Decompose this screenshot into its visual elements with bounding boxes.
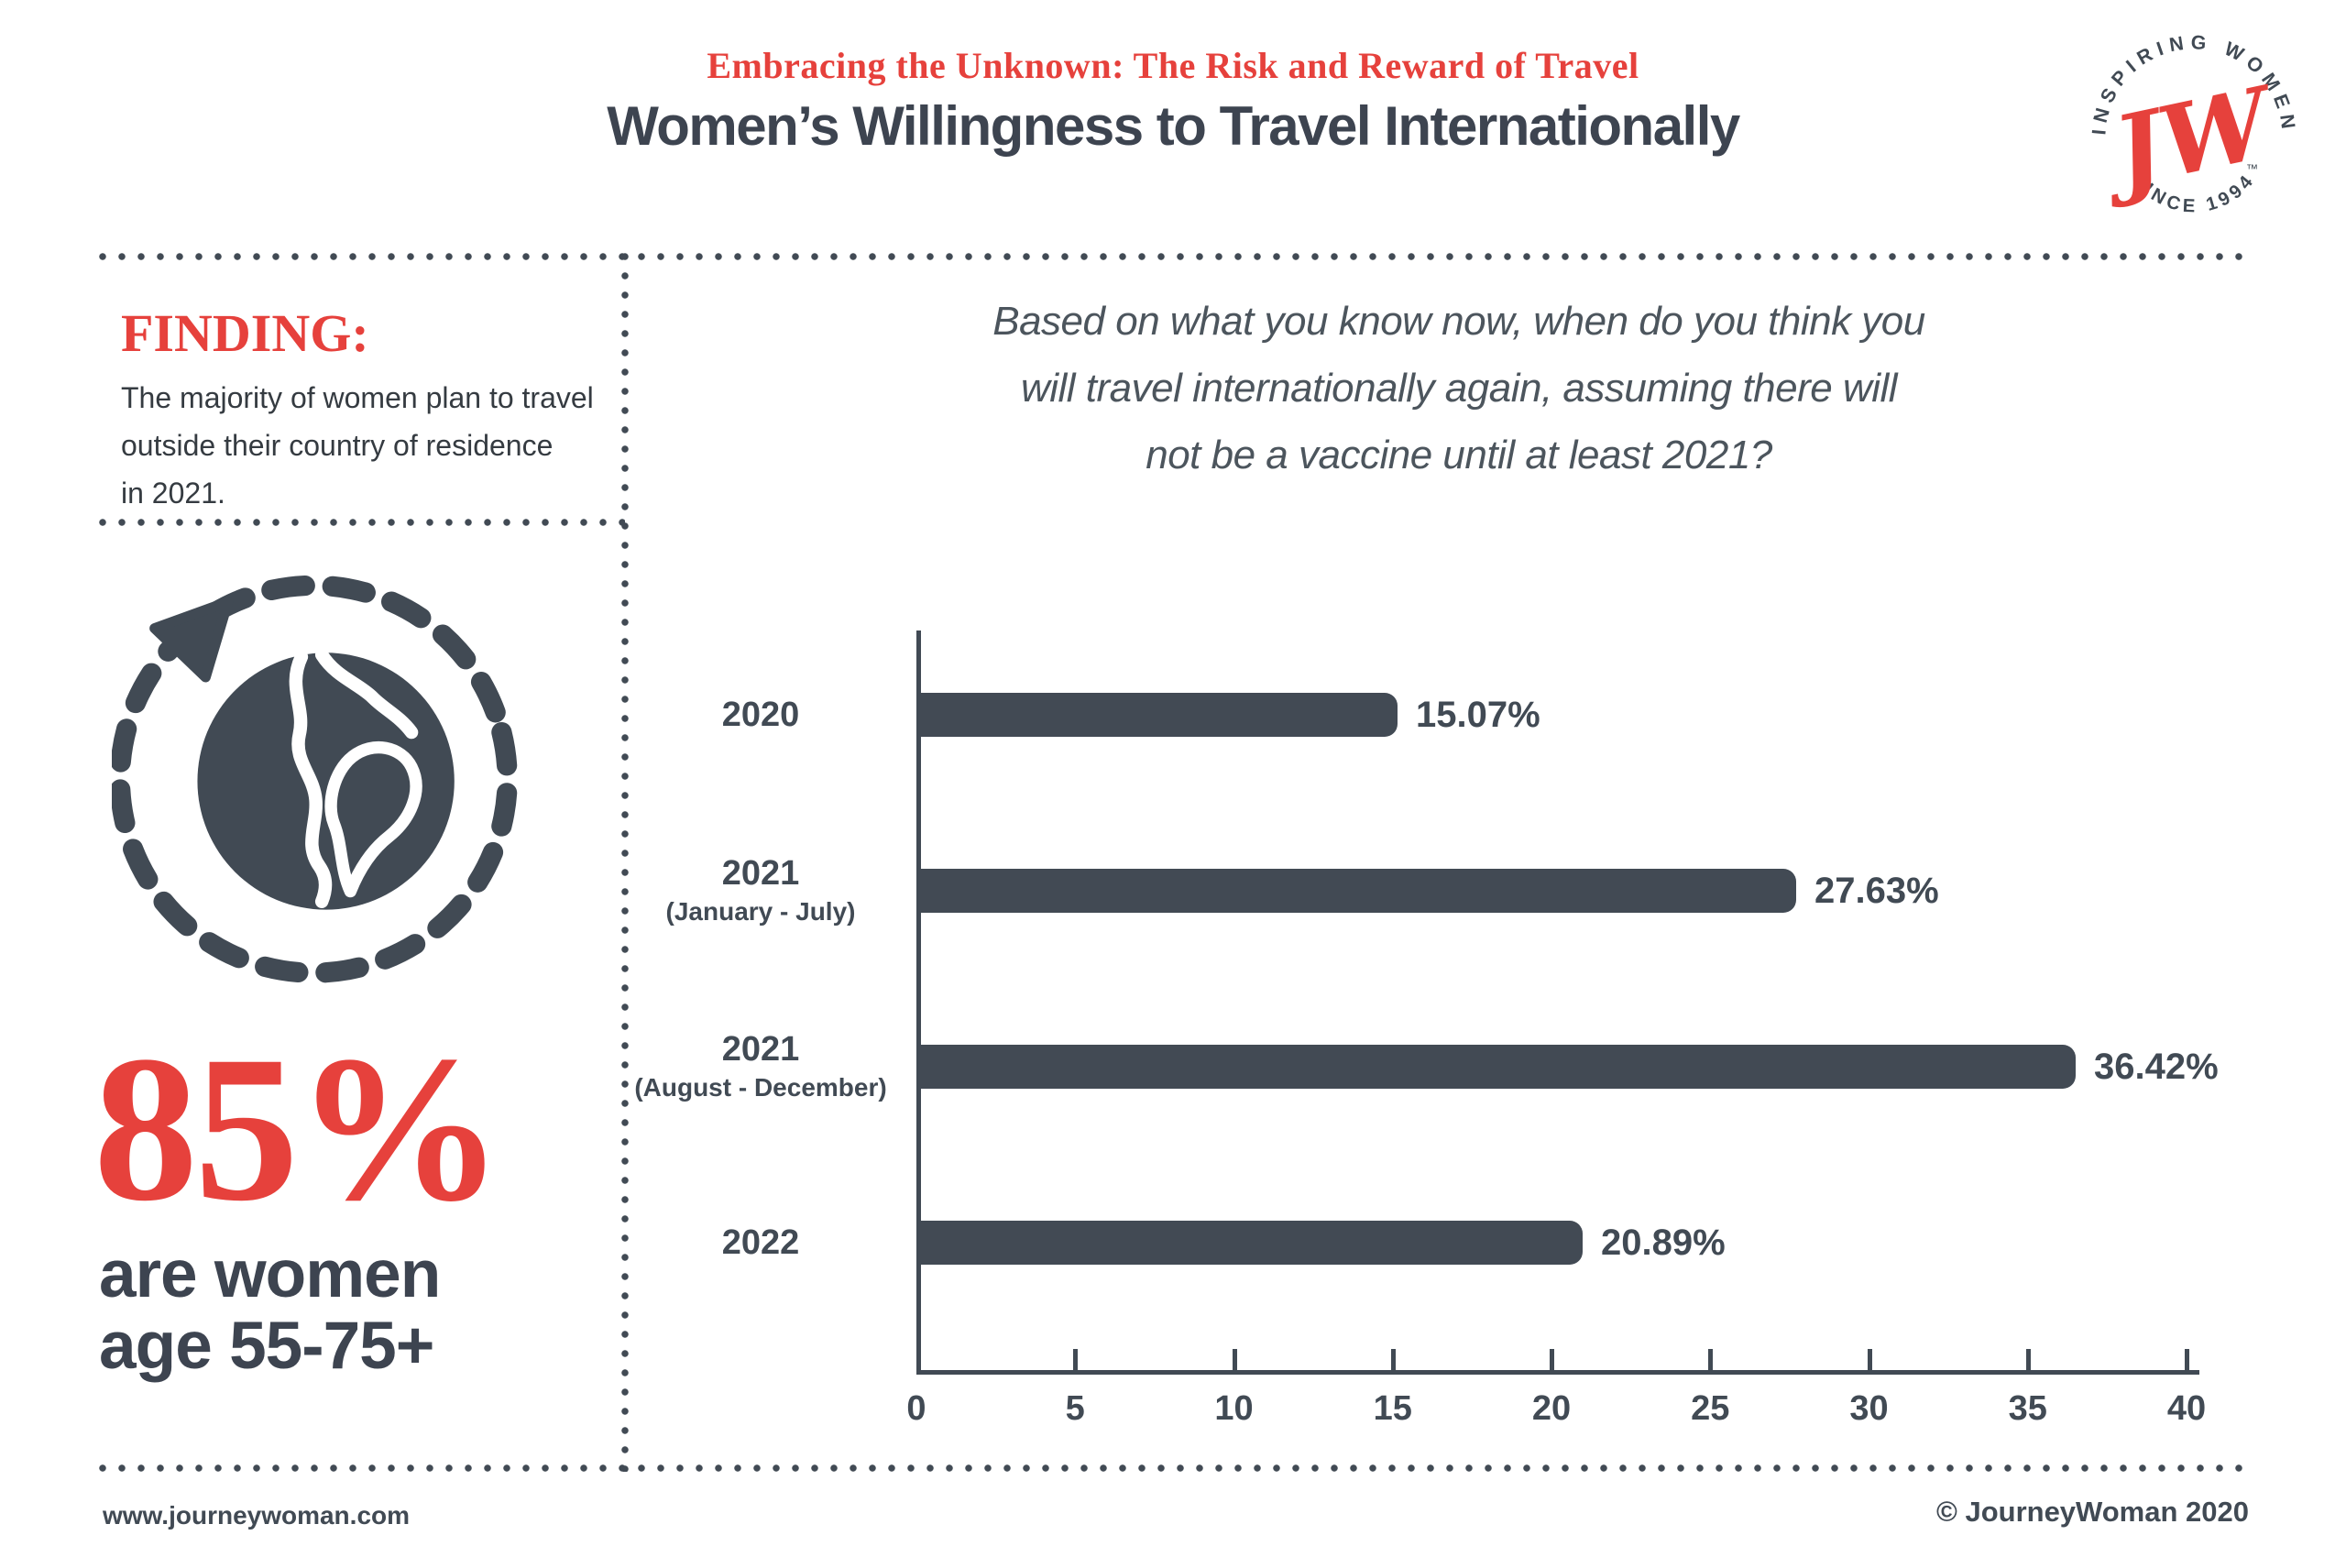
logo-trademark: ™: [2246, 162, 2258, 176]
globe-south-america-outline: [324, 740, 422, 898]
divider-under-finding: [99, 519, 625, 526]
category-label: 2021 (January - July): [632, 838, 889, 944]
header: Embracing the Unknown: The Risk and Rewa…: [0, 44, 2346, 158]
orbit-arrowhead: [149, 597, 234, 683]
journeywoman-logo: INSPIRING WOMEN SINCE 1994 JW ™: [2088, 31, 2294, 217]
bar: [919, 1221, 1583, 1265]
x-axis-tick-label-0: 0: [906, 1389, 926, 1428]
bar: [919, 1045, 2076, 1089]
x-axis: [916, 1370, 2199, 1375]
x-axis-tick-15: [1390, 1349, 1396, 1370]
report-subtitle: Embracing the Unknown: The Risk and Rewa…: [707, 45, 1639, 86]
finding-heading: FINDING:: [121, 303, 369, 363]
globe-coastline-west: [289, 650, 333, 908]
bar-value-label: 15.07%: [1416, 695, 1540, 735]
divider-bottom: [99, 1464, 2250, 1472]
bar-value-label: 36.42%: [2094, 1047, 2219, 1087]
bar-value-label: 20.89%: [1601, 1223, 1726, 1263]
stat-description-line-2: age 55-75+: [99, 1309, 434, 1383]
footer-website-link[interactable]: www.journeywoman.com: [103, 1501, 411, 1530]
x-axis-tick-35: [2025, 1349, 2031, 1370]
x-axis-tick-label-15: 15: [1373, 1389, 1412, 1428]
x-axis-tick-label-25: 25: [1691, 1389, 1730, 1428]
divider-top: [99, 253, 2250, 260]
x-axis-tick-label-10: 10: [1214, 1389, 1254, 1428]
y-axis: [916, 630, 921, 1375]
x-axis-tick-label-30: 30: [1849, 1389, 1889, 1428]
bar: [919, 693, 1398, 737]
x-axis-tick-label-35: 35: [2008, 1389, 2047, 1428]
x-axis-tick-label-5: 5: [1065, 1389, 1085, 1428]
category-label: 2022: [632, 1190, 889, 1296]
category-year-label: 2021: [721, 854, 800, 893]
finding-text: The majority of women plan to travel out…: [121, 374, 594, 517]
survey-question: Based on what you know now, when do you …: [634, 288, 2284, 488]
x-axis-tick-25: [1708, 1349, 1714, 1370]
bar: [919, 869, 1796, 913]
question-line-1: Based on what you know now, when do you …: [992, 299, 1925, 344]
globe-coastline-north: [314, 648, 419, 740]
stat-description: are women age 55-75+: [99, 1237, 441, 1383]
orbit-dashed-circle: [112, 575, 518, 983]
x-axis-tick-30: [1867, 1349, 1872, 1370]
page-title: Women’s Willingness to Travel Internatio…: [607, 95, 1740, 157]
category-period-label: (August - December): [634, 1073, 887, 1102]
divider-vertical: [621, 253, 629, 1472]
category-period-label: (January - July): [665, 897, 856, 926]
question-line-3: not be a vaccine until at least 2021?: [1146, 433, 1772, 477]
x-axis-tick-40: [2185, 1349, 2189, 1370]
x-axis-tick-20: [1550, 1349, 1554, 1370]
finding-line-3: in 2021.: [121, 477, 225, 510]
category-year-label: 2022: [721, 1223, 800, 1262]
category-year-label: 2020: [721, 696, 800, 734]
category-year-label: 2021: [721, 1030, 800, 1069]
x-axis-tick-10: [1232, 1349, 1237, 1370]
stat-description-line-1: are women: [99, 1237, 441, 1311]
bar-value-label: 27.63%: [1814, 871, 1939, 911]
x-axis-tick-label-20: 20: [1531, 1389, 1572, 1428]
x-axis-tick-5: [1073, 1349, 1079, 1370]
stat-percentage: 85%: [93, 1014, 504, 1245]
finding-line-1: The majority of women plan to travel: [121, 381, 594, 414]
x-axis-tick-label-40: 40: [2166, 1389, 2207, 1428]
finding-line-2: outside their country of residence: [121, 429, 554, 462]
question-line-2: will travel internationally again, assum…: [1020, 366, 1898, 411]
category-label: 2021 (August - December): [632, 1014, 889, 1120]
category-label: 2020: [632, 662, 889, 768]
footer-copyright: © JourneyWoman 2020: [1936, 1496, 2249, 1528]
globe-orbit-arrow-icon: [112, 575, 518, 983]
